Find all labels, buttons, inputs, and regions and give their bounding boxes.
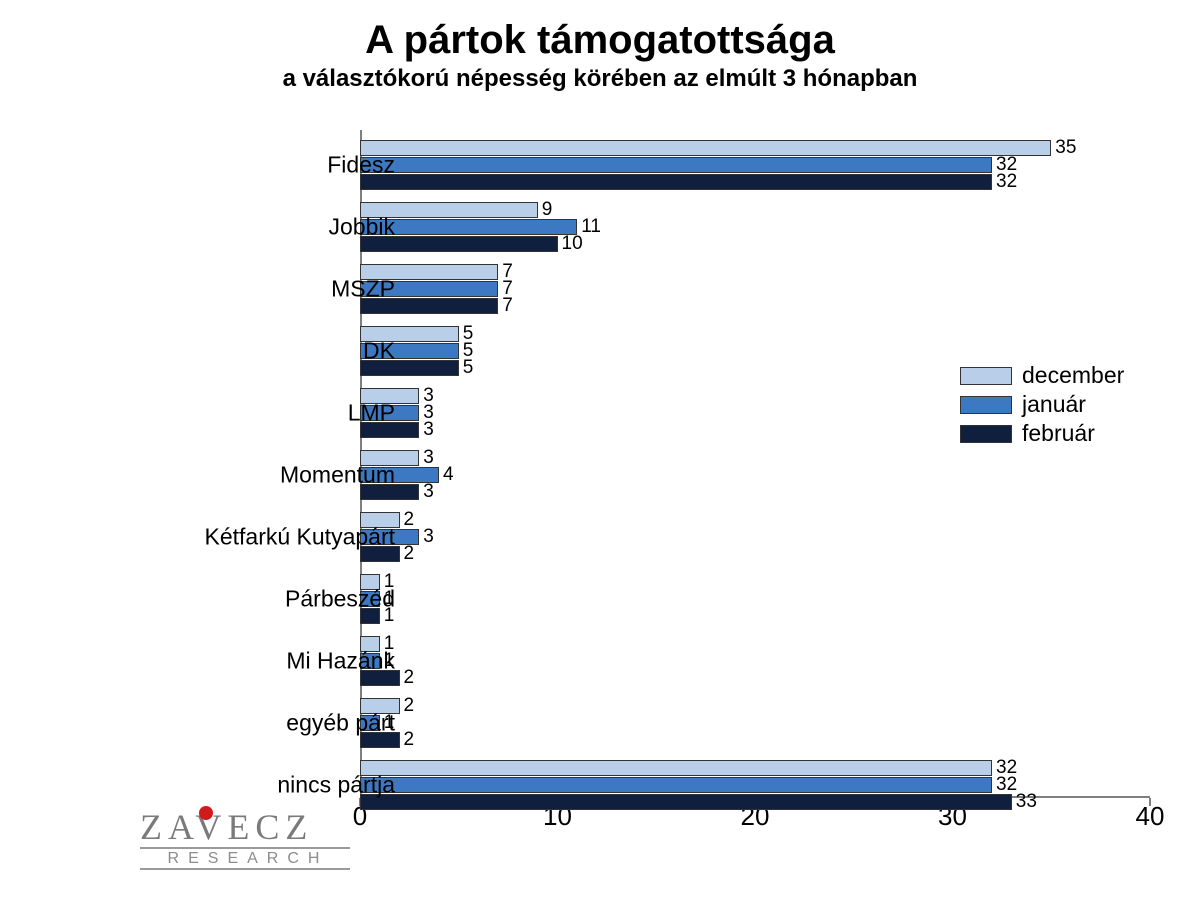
bar: [360, 794, 1012, 810]
bar-value-label: 3: [423, 526, 434, 548]
bar: [360, 140, 1051, 156]
legend-swatch: [960, 396, 1012, 414]
bar-value-label: 2: [404, 695, 415, 717]
bar-value-label: 3: [423, 419, 434, 441]
chart-area: 0102030403532329111077755533334323211111…: [360, 130, 1150, 798]
logo-subtext: RESEARCH: [140, 847, 350, 870]
legend-label: február: [1022, 420, 1095, 447]
category-label: MSZP: [331, 276, 395, 303]
bar-value-label: 32: [996, 171, 1017, 193]
legend-swatch: [960, 425, 1012, 443]
logo: ZAVECZ RESEARCH: [140, 809, 350, 870]
bar-value-label: 9: [542, 199, 553, 221]
x-tick-label: 40: [1136, 801, 1165, 832]
bar-value-label: 10: [562, 233, 583, 255]
logo-dot-icon: [199, 806, 213, 820]
bar-value-label: 2: [404, 509, 415, 531]
bar: [360, 157, 992, 173]
logo-wordmark: ZAVECZ: [140, 809, 350, 845]
legend-label: december: [1022, 362, 1124, 389]
category-label: Kétfarkú Kutyapárt: [205, 524, 396, 551]
legend: decemberjanuárfebruár: [960, 360, 1124, 449]
chart-title: A pártok támogatottsága: [0, 18, 1200, 63]
bar: [360, 760, 992, 776]
bar: [360, 777, 992, 793]
category-label: Momentum: [280, 462, 395, 489]
bar-value-label: 5: [463, 357, 474, 379]
bar: [360, 174, 992, 190]
category-label: LMP: [348, 400, 395, 427]
category-label: nincs pártja: [277, 772, 395, 799]
bar-value-label: 11: [581, 216, 601, 238]
category-label: DK: [363, 338, 395, 365]
legend-item: december: [960, 362, 1124, 389]
legend-item: január: [960, 391, 1124, 418]
legend-label: január: [1022, 391, 1086, 418]
legend-swatch: [960, 367, 1012, 385]
category-label: Párbeszéd: [285, 586, 395, 613]
bar-value-label: 4: [443, 464, 454, 486]
bar-value-label: 33: [1016, 791, 1037, 813]
chart-subtitle: a választókorú népesség körében az elmúl…: [0, 65, 1200, 93]
bar-value-label: 2: [404, 729, 415, 751]
bar-value-label: 3: [423, 481, 434, 503]
category-label: Jobbik: [329, 214, 395, 241]
logo-top-text: ZAVECZ: [140, 807, 313, 847]
bar-value-label: 35: [1055, 137, 1076, 159]
bar-value-label: 7: [502, 295, 513, 317]
bar-value-label: 32: [996, 774, 1017, 796]
category-label: Fidesz: [327, 152, 395, 179]
category-label: egyéb párt: [286, 710, 395, 737]
legend-item: február: [960, 420, 1124, 447]
category-label: Mi Hazánk: [286, 648, 395, 675]
bar-value-label: 2: [404, 667, 415, 689]
bar-value-label: 2: [404, 543, 415, 565]
bar-value-label: 3: [423, 447, 434, 469]
